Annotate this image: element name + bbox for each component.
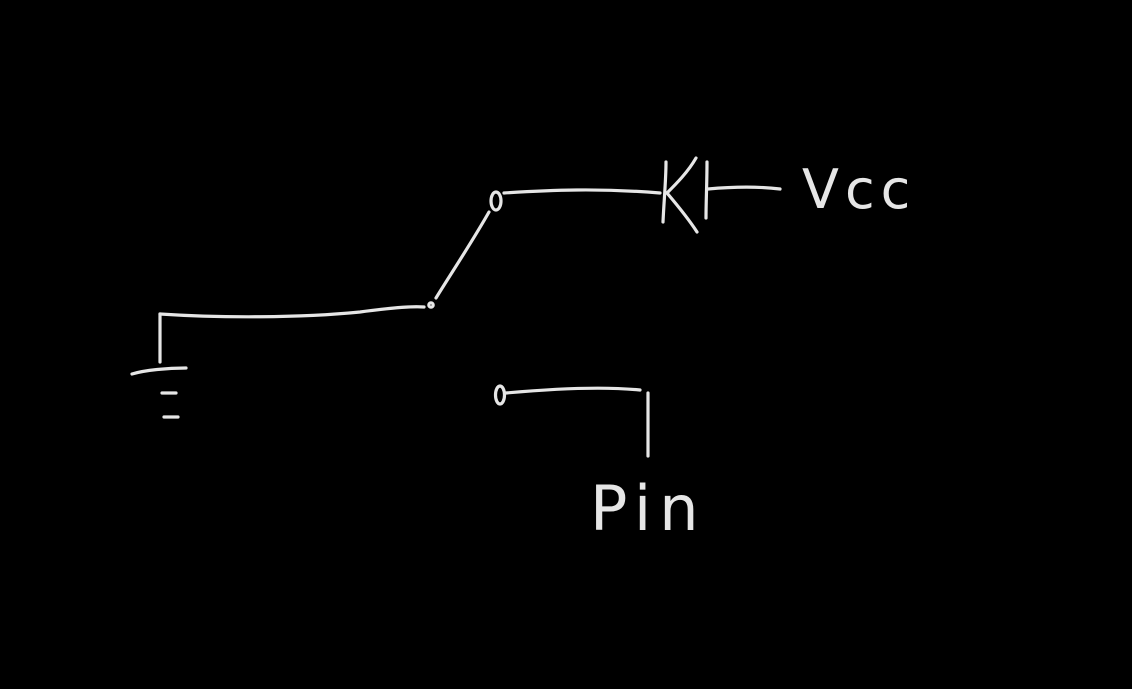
ground-bar-top (130, 366, 188, 376)
diode-triangle-lower (665, 191, 699, 234)
switch-to-pin-wire (504, 386, 642, 395)
pin-label: Pin (590, 472, 707, 545)
switch-upper-contact (489, 190, 503, 212)
switch-lever (434, 210, 491, 300)
switch-lower-contact (493, 384, 507, 406)
diode-to-vcc-wire (706, 185, 782, 191)
vcc-label: Vcc (802, 158, 916, 221)
diode-anode-bar (661, 160, 668, 224)
ground-symbol (130, 312, 188, 419)
diode-triangle-upper (665, 156, 698, 195)
switch-to-diode-wire (502, 188, 662, 195)
ground-to-switch-wire (158, 305, 426, 319)
diode-cathode-bar (704, 160, 709, 220)
switch-common-terminal (427, 301, 435, 309)
spdt-switch (427, 190, 507, 406)
diode (661, 156, 709, 234)
